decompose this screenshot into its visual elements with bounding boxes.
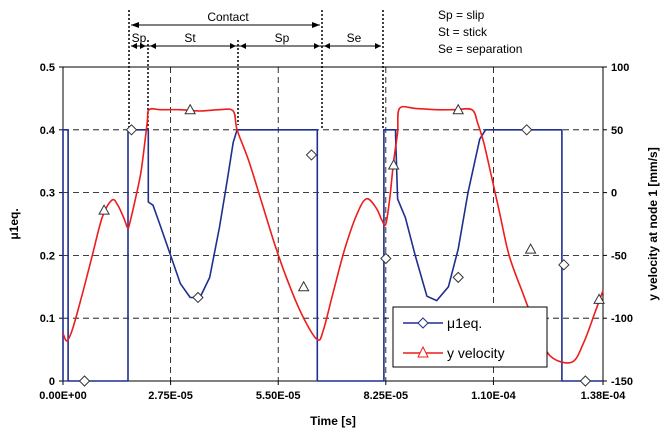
phase-annotations: Contact Sp St Sp Se Sp = slip St = stick… <box>128 8 522 130</box>
mu1eq-diamond-marker <box>192 291 204 304</box>
y-left-tick-label: 0.5 <box>40 62 55 74</box>
label-contact: Contact <box>207 10 249 24</box>
y-velocity-triangle-marker <box>387 158 400 170</box>
y-velocity-triangle-marker <box>98 204 110 215</box>
legend-velocity-marker <box>417 345 429 358</box>
mu1eq-diamond-marker <box>579 375 592 387</box>
x-tick-label: 1.10E-04 <box>471 390 517 402</box>
legend: μ1eq. y velocity <box>392 306 548 368</box>
y-left-tick-label: 0 <box>49 376 55 388</box>
y-right-tick-label: -100 <box>611 313 633 325</box>
mu1eq-diamond-marker <box>558 259 570 271</box>
legend-mu-marker <box>417 317 429 329</box>
key-slip: Sp = slip <box>438 8 485 22</box>
label-slip-1: Sp <box>132 31 147 45</box>
x-tick-label: 1.38E-04 <box>581 390 627 402</box>
mu1eq-diamond-marker <box>78 375 91 387</box>
y-velocity-triangle-marker <box>524 243 537 254</box>
y-left-tick-label: 0.1 <box>40 313 55 325</box>
y-right-tick-label: -50 <box>611 250 627 262</box>
y-left-tick-label: 0.2 <box>40 250 55 262</box>
x-axis-label: Time [s] <box>310 414 356 428</box>
mu1eq-diamond-marker <box>380 252 392 265</box>
y-velocity-triangle-marker <box>297 280 310 292</box>
y-right-tick-label: 100 <box>611 62 629 74</box>
y-left-tick-label: 0.4 <box>40 125 56 137</box>
key-separation: Se = separation <box>438 42 522 56</box>
series-layer <box>62 103 605 387</box>
label-separation: Se <box>347 31 362 45</box>
x-tick-label: 8.25E-05 <box>363 390 408 402</box>
y-axis-right-label: y velocity at node 1 [mm/s] <box>646 147 660 300</box>
mu1eq-diamond-marker <box>520 124 533 136</box>
y-left-tick-label: 0.3 <box>40 188 55 200</box>
x-tick-label: 5.50E-05 <box>256 390 301 402</box>
legend-mu-label: μ1eq. <box>447 315 482 331</box>
series-line-y-velocity <box>62 105 604 364</box>
mu1eq-diamond-marker <box>125 124 138 136</box>
mu1eq-diamond-marker <box>305 149 318 161</box>
ticks: 0 0.1 0.2 0.3 0.4 0.5 -150 -100 -50 0 50 100 0.00E+0… <box>39 62 633 402</box>
y-right-tick-label: 50 <box>611 125 623 137</box>
y-velocity-triangle-marker <box>593 293 605 304</box>
y-axis-left-label: μ1eq. <box>7 208 21 239</box>
x-tick-label: 2.75E-05 <box>148 390 193 402</box>
legend-velocity-label: y velocity <box>447 345 505 361</box>
key-stick: St = stick <box>438 25 488 39</box>
label-stick: St <box>184 31 196 45</box>
mu1eq-diamond-marker <box>452 271 464 284</box>
y-velocity-triangle-marker <box>452 103 465 115</box>
y-right-tick-label: 0 <box>611 188 617 200</box>
y-right-tick-label: -150 <box>611 376 633 388</box>
label-slip-2: Sp <box>275 31 290 45</box>
series-line-mu1eq <box>62 129 603 382</box>
x-tick-label: 0.00E+00 <box>39 390 86 402</box>
y-velocity-triangle-marker <box>184 103 197 115</box>
